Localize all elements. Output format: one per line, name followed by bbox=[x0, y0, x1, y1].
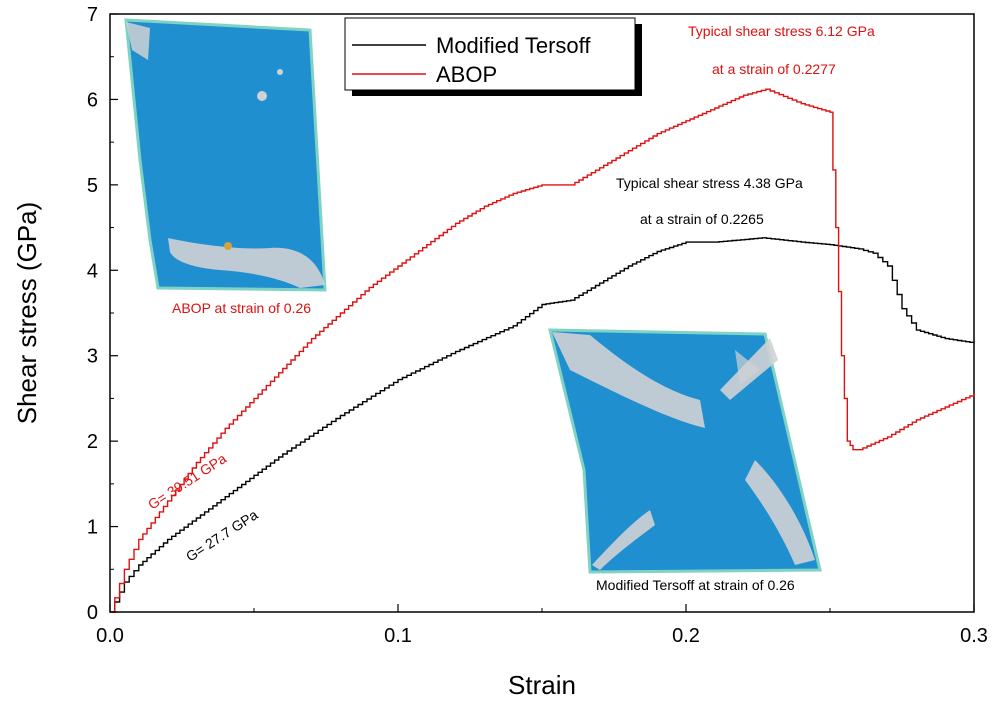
annotation-tersoff-peak-line2: at a strain of 0.2265 bbox=[640, 211, 764, 227]
annotation-abop-peak-line1: Typical shear stress 6.12 GPa bbox=[688, 23, 875, 39]
annotation-tersoff-modulus: G= 27.7 GPa bbox=[183, 506, 261, 564]
x-tick-label: 0.3 bbox=[960, 625, 988, 647]
x-tick-label: 0.2 bbox=[672, 625, 700, 647]
y-tick-label: 1 bbox=[87, 517, 98, 539]
y-axis-title: Shear stress (GPa) bbox=[12, 202, 42, 425]
annotation-abop-peak-line2: at a strain of 0.2277 bbox=[712, 61, 836, 77]
tersoff-inset-snapshot bbox=[548, 328, 822, 574]
annotation-tersoff-inset-caption: Modified Tersoff at strain of 0.26 bbox=[596, 577, 795, 593]
series-line-modified-tersoff bbox=[110, 237, 975, 613]
annotation-abop-inset-caption: ABOP at strain of 0.26 bbox=[172, 300, 311, 316]
y-tick-label: 6 bbox=[87, 89, 98, 111]
legend-label-modified-tersoff: Modified Tersoff bbox=[436, 33, 591, 58]
y-tick-label: 2 bbox=[87, 431, 98, 453]
y-tick-label: 4 bbox=[87, 260, 98, 282]
x-axis-ticks: 0.0 0.1 0.2 0.3 bbox=[96, 604, 988, 647]
x-tick-label: 0.0 bbox=[96, 625, 124, 647]
annotation-tersoff-peak-line1: Typical shear stress 4.38 GPa bbox=[616, 175, 803, 191]
series-line-abop bbox=[110, 88, 975, 613]
x-tick-label: 0.1 bbox=[384, 625, 412, 647]
abop-inset-snapshot bbox=[124, 18, 327, 292]
y-axis-ticks: 0 1 2 3 4 5 6 7 bbox=[87, 4, 118, 624]
legend: Modified Tersoff ABOP bbox=[344, 17, 642, 96]
y-tick-label: 0 bbox=[87, 602, 98, 624]
y-tick-label: 7 bbox=[87, 4, 98, 26]
legend-label-abop: ABOP bbox=[436, 62, 497, 87]
x-axis-title: Strain bbox=[508, 670, 576, 700]
y-tick-label: 5 bbox=[87, 175, 98, 197]
y-tick-label: 3 bbox=[87, 346, 98, 368]
